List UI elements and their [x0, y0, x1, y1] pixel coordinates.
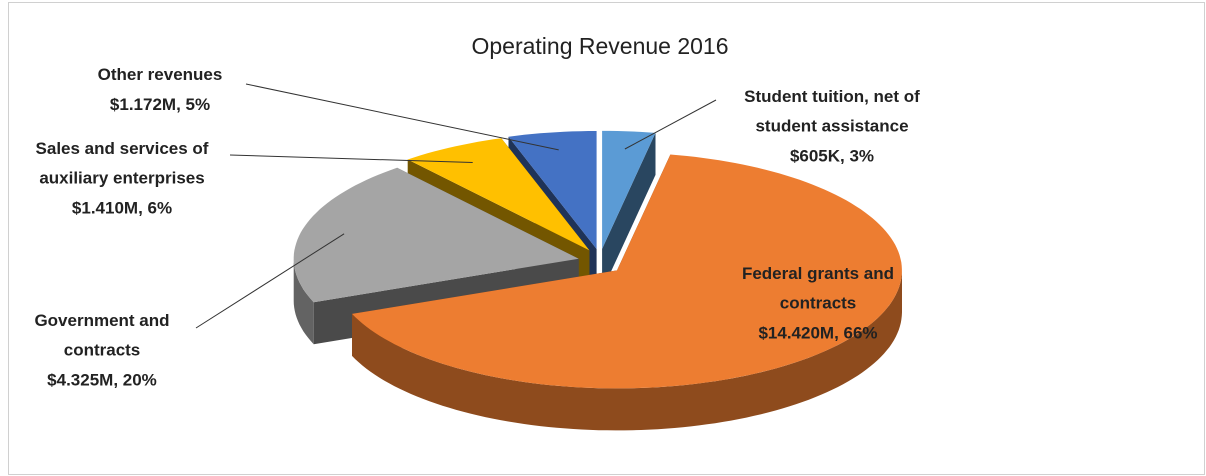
leader-line — [195, 233, 345, 329]
slice-top — [508, 131, 597, 249]
label-line: Government and — [34, 311, 169, 330]
pie-slice — [602, 130, 656, 291]
slice-side — [352, 270, 902, 431]
slice-label: Student tuition, net of student assistanc… — [744, 87, 920, 136]
value-label: $1.410M, 6% — [72, 198, 172, 217]
value-label: $1.172M, 5% — [110, 95, 210, 114]
slice-top — [352, 154, 902, 389]
label-line: Other revenues — [98, 65, 223, 84]
chart-title: Operating Revenue 2016 — [471, 33, 728, 59]
value-label: $4.325M, 20% — [47, 370, 157, 389]
value-label: $605K, 3% — [790, 146, 874, 165]
label-line: contracts — [780, 294, 857, 313]
leader-line — [624, 99, 717, 150]
slice-top — [602, 130, 656, 249]
slice-top — [293, 167, 579, 303]
slice-top — [407, 138, 590, 251]
label-line: Federal grants and — [742, 264, 894, 283]
leader-line — [245, 83, 559, 151]
pie-slice — [352, 154, 902, 431]
slice-label: Government and contracts — [34, 311, 169, 360]
slice-label: Other revenues — [98, 65, 223, 84]
label-line: Sales and services of — [36, 139, 209, 158]
label-line: auxiliary enterprises — [39, 169, 204, 188]
label-line: student assistance — [755, 117, 908, 136]
label-line: Student tuition, net of — [744, 87, 920, 106]
value-label: $14.420M, 66% — [758, 323, 877, 342]
slice-label: Federal grants and contracts — [742, 264, 894, 313]
slice-label: Sales and services of auxiliary enterpris… — [36, 139, 209, 188]
leader-line — [229, 154, 473, 163]
label-line: contracts — [64, 341, 141, 360]
slice-cut-face — [602, 132, 656, 291]
slice-side — [293, 258, 314, 345]
